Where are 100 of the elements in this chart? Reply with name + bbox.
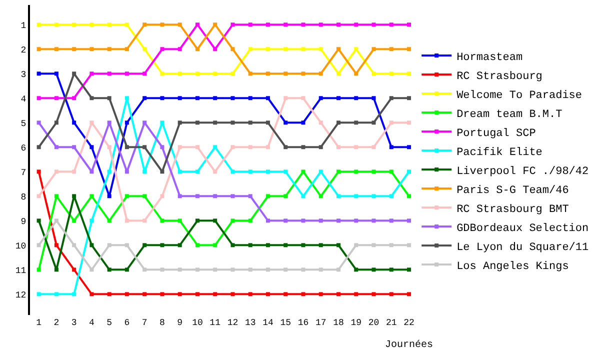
point bbox=[230, 145, 235, 150]
point bbox=[90, 218, 94, 223]
point bbox=[178, 47, 182, 52]
point bbox=[142, 120, 147, 125]
x-tick-label: 22 bbox=[404, 318, 414, 328]
point bbox=[354, 218, 358, 223]
point bbox=[284, 22, 288, 27]
legend-label: RC Strasbourg BMT bbox=[456, 204, 570, 216]
point bbox=[354, 22, 358, 27]
x-tick-label: 21 bbox=[386, 318, 397, 328]
legend-label: Hormasteam bbox=[456, 52, 523, 64]
point bbox=[160, 120, 164, 125]
point bbox=[230, 96, 235, 100]
y-tick-label: 6 bbox=[20, 143, 26, 154]
point bbox=[336, 96, 340, 100]
point bbox=[407, 96, 411, 100]
y-tick-label: 10 bbox=[15, 241, 26, 252]
point bbox=[124, 170, 129, 174]
point bbox=[336, 47, 340, 52]
point bbox=[407, 22, 411, 27]
point bbox=[301, 218, 306, 223]
point bbox=[160, 145, 164, 150]
point bbox=[318, 243, 323, 248]
point bbox=[336, 268, 340, 272]
point bbox=[248, 22, 252, 27]
point bbox=[178, 96, 182, 100]
point bbox=[142, 22, 147, 27]
point bbox=[284, 120, 288, 125]
point bbox=[266, 292, 270, 296]
point bbox=[54, 292, 58, 296]
point bbox=[36, 268, 41, 272]
point bbox=[266, 120, 270, 125]
point bbox=[54, 22, 58, 27]
point bbox=[90, 292, 94, 296]
x-tick-label: 3 bbox=[71, 318, 77, 328]
point bbox=[301, 243, 306, 248]
point bbox=[336, 292, 340, 296]
point bbox=[354, 72, 358, 76]
point bbox=[90, 72, 94, 76]
point bbox=[213, 243, 218, 248]
point bbox=[90, 194, 94, 198]
y-tick-label: 1 bbox=[20, 20, 26, 31]
point bbox=[266, 96, 270, 100]
point bbox=[301, 72, 306, 76]
point bbox=[336, 120, 340, 125]
point bbox=[36, 120, 41, 125]
point bbox=[213, 22, 218, 27]
point bbox=[36, 292, 41, 296]
point bbox=[124, 268, 129, 272]
point bbox=[407, 268, 411, 272]
point bbox=[389, 120, 394, 125]
point bbox=[372, 268, 376, 272]
point bbox=[90, 268, 94, 272]
x-tick-label: 20 bbox=[368, 318, 380, 328]
point bbox=[107, 243, 112, 248]
point bbox=[195, 22, 200, 27]
point bbox=[407, 72, 411, 76]
point bbox=[213, 268, 218, 272]
point bbox=[178, 218, 182, 223]
point bbox=[107, 47, 112, 52]
point bbox=[248, 292, 252, 296]
point bbox=[389, 292, 394, 296]
point bbox=[336, 194, 340, 198]
point bbox=[178, 145, 182, 150]
point bbox=[266, 194, 270, 198]
point bbox=[389, 96, 394, 100]
point bbox=[230, 47, 235, 52]
point bbox=[195, 72, 200, 76]
point bbox=[195, 170, 200, 174]
point bbox=[284, 145, 288, 150]
point bbox=[90, 22, 94, 27]
point bbox=[195, 292, 200, 296]
point bbox=[248, 268, 252, 272]
point bbox=[142, 268, 147, 272]
point bbox=[301, 22, 306, 27]
point bbox=[354, 243, 358, 248]
point bbox=[389, 268, 394, 272]
point bbox=[90, 170, 94, 174]
point bbox=[178, 243, 182, 248]
point bbox=[178, 120, 182, 125]
point bbox=[389, 170, 394, 174]
point bbox=[318, 292, 323, 296]
point bbox=[54, 96, 58, 100]
point bbox=[124, 72, 129, 76]
point bbox=[107, 72, 112, 76]
point bbox=[160, 170, 164, 174]
point bbox=[36, 22, 41, 27]
point bbox=[107, 170, 112, 174]
point bbox=[230, 120, 235, 125]
point bbox=[195, 120, 200, 125]
x-tick-label: 8 bbox=[160, 318, 165, 328]
legend-label: Pacifik Elite bbox=[456, 146, 542, 159]
point bbox=[301, 194, 306, 198]
y-tick-label: 11 bbox=[15, 266, 26, 276]
point bbox=[124, 96, 129, 100]
point bbox=[72, 145, 76, 150]
point bbox=[389, 47, 394, 52]
point bbox=[372, 72, 376, 76]
point bbox=[266, 268, 270, 272]
point bbox=[178, 268, 182, 272]
